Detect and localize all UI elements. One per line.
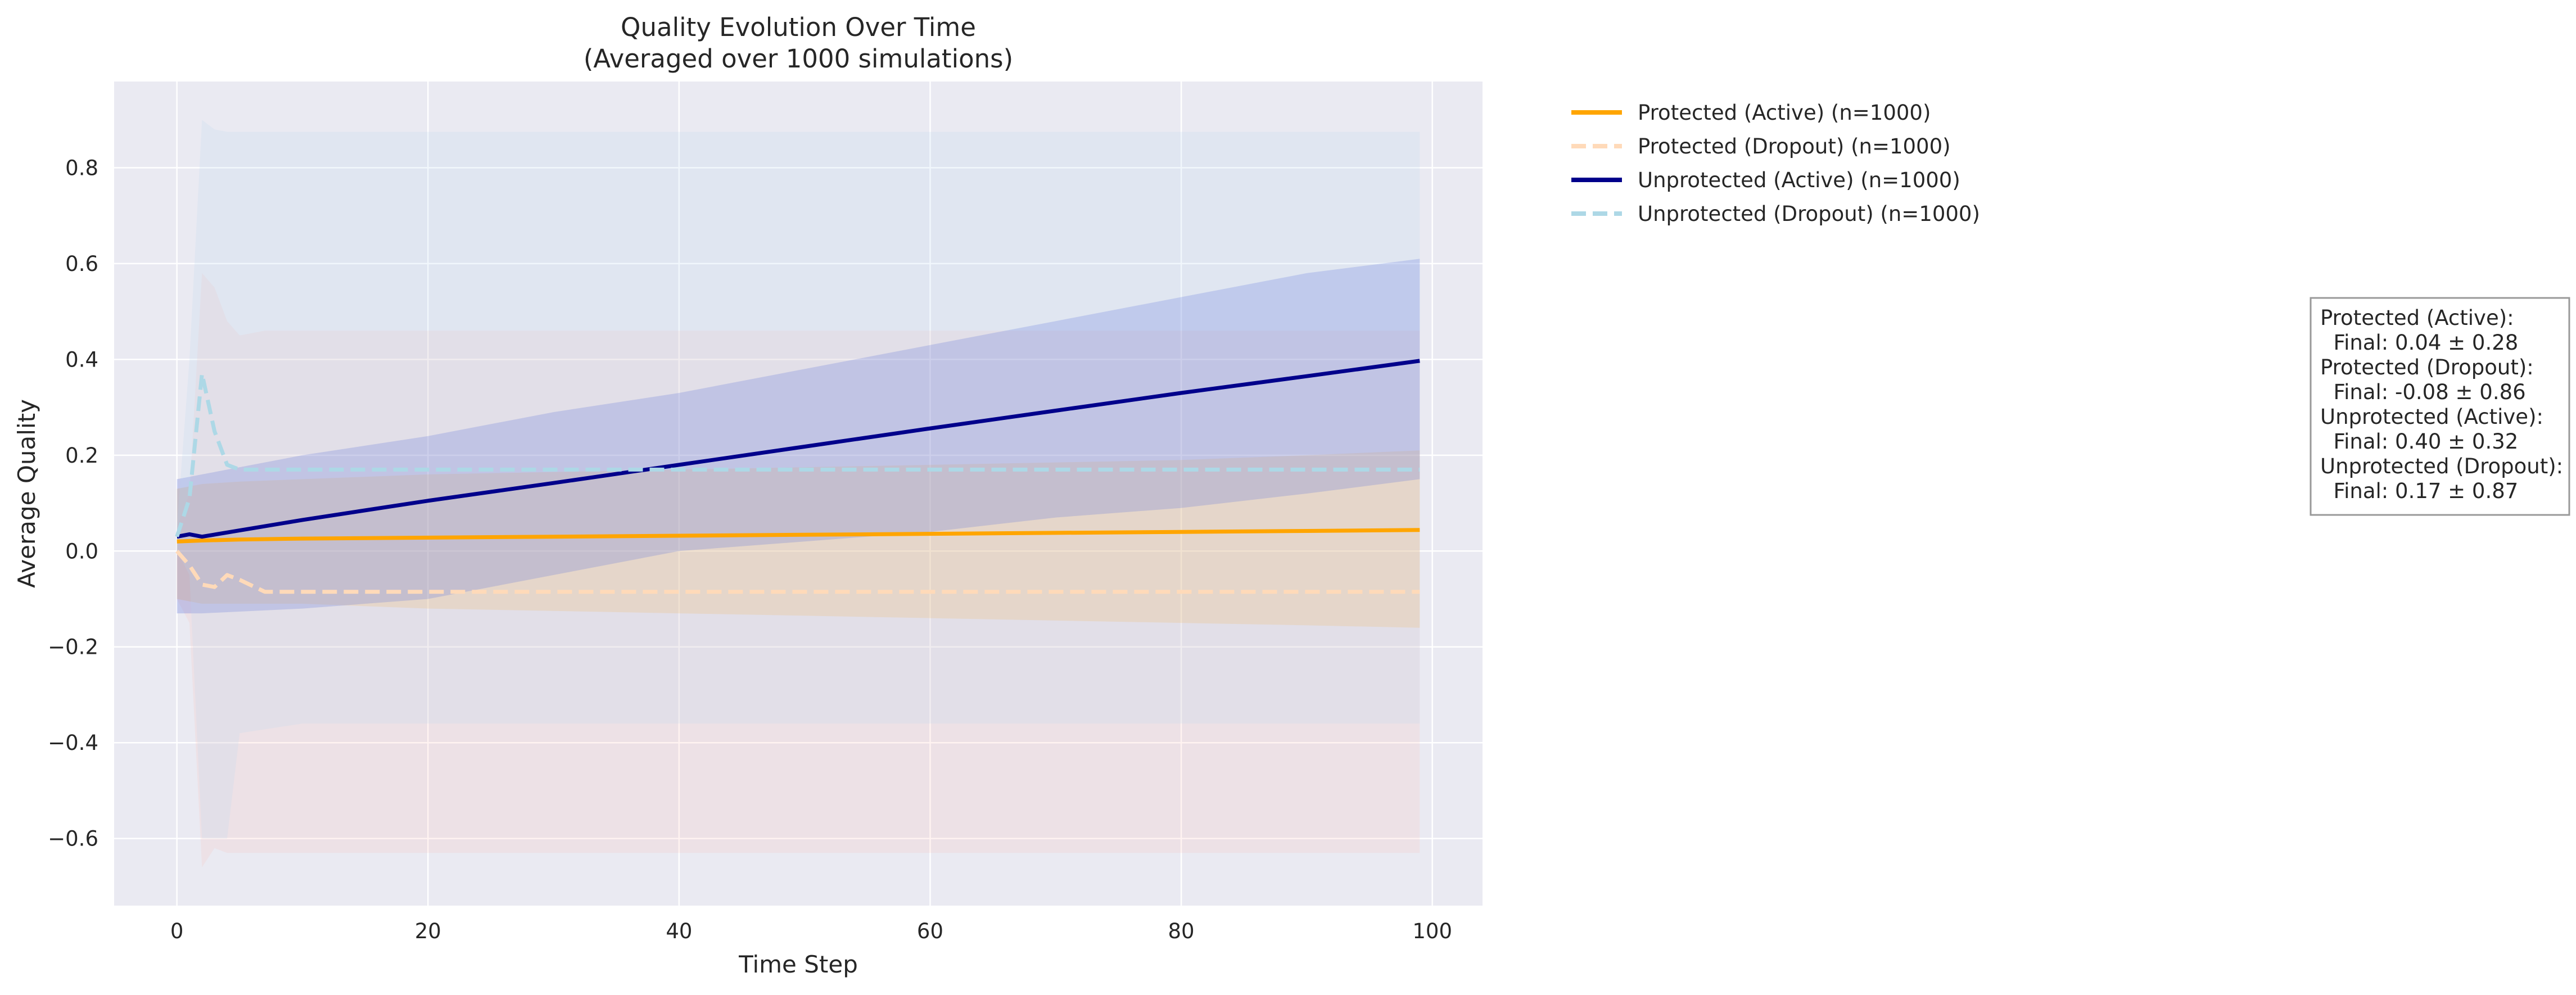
plot-background: [114, 82, 1483, 906]
confidence-band-1: [177, 450, 1420, 628]
y-tick-label: 0.2: [65, 444, 98, 468]
x-tick-label: 0: [170, 919, 184, 943]
grid-lines: [114, 82, 1483, 906]
final-stats-line: Protected (Active):: [2320, 306, 2514, 330]
y-tick-label: −0.6: [48, 827, 98, 851]
y-tick-label: −0.4: [48, 731, 98, 755]
x-axis-ticks: 0 20 40 60 80 100: [170, 919, 1452, 943]
y-tick-label: 0.0: [65, 539, 98, 563]
final-stats-line: Final: 0.40 ± 0.32: [2320, 429, 2518, 454]
y-tick-label: 0.4: [65, 347, 98, 372]
final-stats-line: Final: -0.08 ± 0.86: [2320, 380, 2526, 404]
final-stats-lines: Protected (Active): Final: 0.04 ± 0.28Pr…: [2320, 306, 2563, 503]
chart-subtitle: (Averaged over 1000 simulations): [584, 44, 1013, 74]
x-tick-label: 40: [666, 919, 692, 943]
final-stats-line: Final: 0.04 ± 0.28: [2320, 331, 2518, 355]
final-stats-line: Unprotected (Active):: [2320, 405, 2543, 429]
final-stats-box: Protected (Active): Final: 0.04 ± 0.28Pr…: [2310, 297, 2570, 516]
x-tick-label: 20: [415, 919, 441, 943]
legend-label-3: Unprotected (Active) (n=1000): [1638, 168, 1960, 192]
y-axis-label: Average Quality: [13, 399, 40, 588]
series-line-3: [177, 359, 1420, 539]
y-tick-label: 0.8: [65, 156, 98, 180]
x-tick-label: 80: [1168, 919, 1195, 943]
series-line-1: [177, 528, 1420, 544]
y-tick-label: −0.2: [48, 635, 98, 659]
series-line-2: [175, 549, 1420, 594]
legend-label-4: Unprotected (Dropout) (n=1000): [1638, 202, 1980, 226]
confidence-band-4: [177, 120, 1420, 839]
confidence-bands: [177, 120, 1420, 867]
x-tick-label: 60: [917, 919, 943, 943]
final-stats-line: Final: 0.17 ± 0.87: [2320, 479, 2518, 503]
y-axis-ticks: −0.6 −0.4 −0.2 0.0 0.2 0.4 0.6 0.8: [48, 156, 98, 851]
x-tick-label: 100: [1412, 919, 1452, 943]
final-stats-line: Protected (Dropout):: [2320, 355, 2534, 379]
series-lines: [175, 359, 1420, 594]
final-stats-line: Unprotected (Dropout):: [2320, 454, 2563, 478]
x-axis-label: Time Step: [738, 951, 858, 978]
final-stats-box-frame: [2310, 297, 2570, 516]
series-line-4: [175, 372, 1420, 537]
confidence-band-3: [177, 259, 1420, 614]
legend-label-1: Protected (Active) (n=1000): [1638, 101, 1931, 125]
confidence-band-2: [177, 273, 1420, 867]
legend-label-2: Protected (Dropout) (n=1000): [1638, 134, 1951, 159]
y-tick-label: 0.6: [65, 252, 98, 276]
chart-title: Quality Evolution Over Time: [621, 12, 976, 42]
legend: Protected (Active) (n=1000) Protected (Dr…: [1571, 101, 1980, 226]
